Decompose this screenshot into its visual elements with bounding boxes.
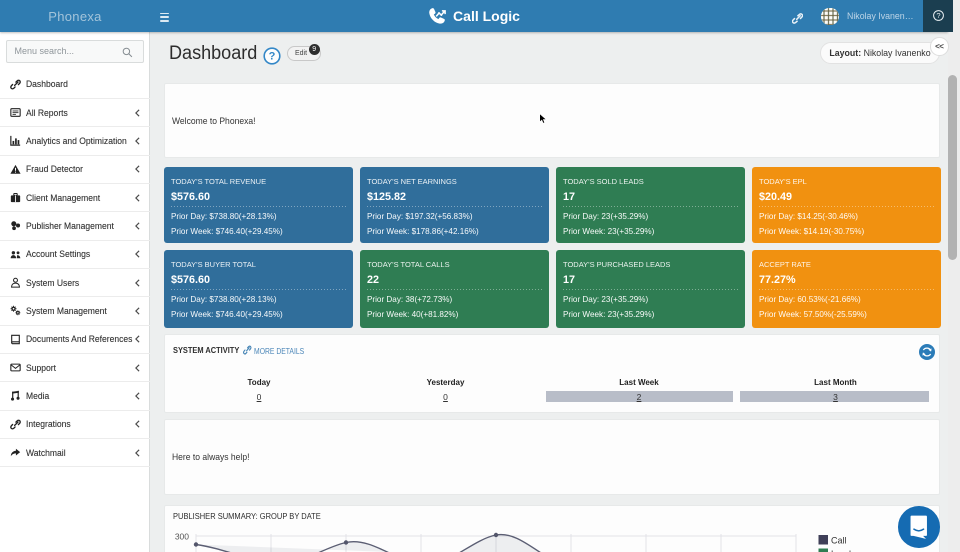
- svg-text:?: ?: [936, 11, 940, 20]
- svg-text:Call: Call: [831, 535, 847, 545]
- svg-text:?: ?: [269, 50, 276, 62]
- svg-text:Lead: Lead: [831, 549, 851, 552]
- svg-text:300: 300: [175, 531, 189, 541]
